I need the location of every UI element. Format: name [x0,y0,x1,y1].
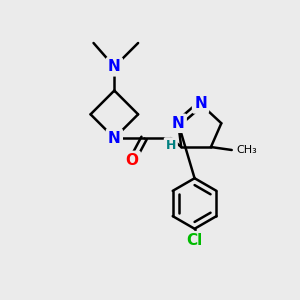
Text: N: N [172,116,184,131]
Text: N: N [194,96,207,111]
Text: Cl: Cl [187,233,203,248]
Text: CH₃: CH₃ [236,145,257,155]
Text: N: N [108,59,121,74]
Text: O: O [126,153,139,168]
Text: H: H [166,139,176,152]
Text: N: N [108,130,121,146]
